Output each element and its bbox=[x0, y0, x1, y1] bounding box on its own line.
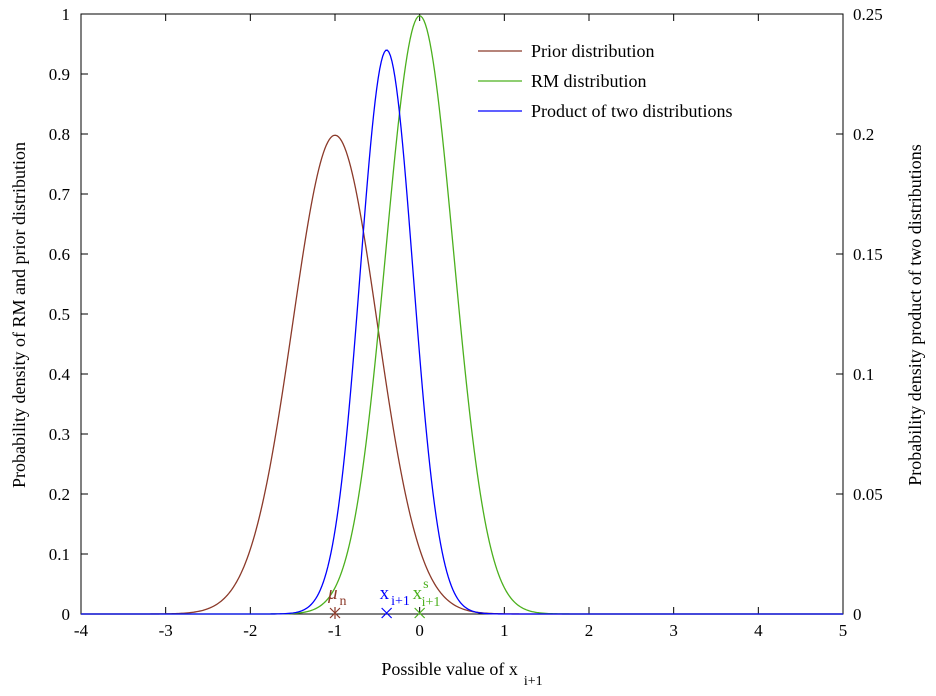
legend: Prior distribution RM distribution Product… bbox=[478, 41, 733, 121]
legend-label: Product of two distributions bbox=[531, 101, 733, 121]
x-tick-label: 1 bbox=[500, 621, 509, 640]
x-tick-label: 4 bbox=[754, 621, 763, 640]
series-layer bbox=[81, 15, 843, 615]
y-left-tick-label: 1 bbox=[62, 5, 71, 24]
y-axis-label-right: Probability density product of two distr… bbox=[905, 144, 925, 485]
x-tick-label: -3 bbox=[159, 621, 173, 640]
legend-label: RM distribution bbox=[531, 71, 647, 91]
x-axis-label: Possible value of x i+1 bbox=[381, 659, 542, 689]
x-tick-label: -2 bbox=[243, 621, 257, 640]
y-axis-label-left: Probability density of RM and prior dist… bbox=[9, 142, 29, 488]
legend-item-2: Product of two distributions bbox=[478, 101, 733, 121]
x-tick-label: 2 bbox=[585, 621, 594, 640]
series-line-0 bbox=[81, 134, 843, 615]
y-left-tick-label: 0.2 bbox=[49, 485, 70, 504]
y-right-tick-label: 0.2 bbox=[853, 125, 874, 144]
y-left-tick-label: 0 bbox=[62, 605, 71, 624]
markers-layer: μ n x i+1 xs i+1 bbox=[327, 577, 440, 619]
y-left-tick-label: 0.8 bbox=[49, 125, 70, 144]
x-tick-label: -1 bbox=[328, 621, 342, 640]
legend-item-1: RM distribution bbox=[478, 71, 647, 91]
y-left-tick-label: 0.3 bbox=[49, 425, 70, 444]
y-right-tick-label: 0.05 bbox=[853, 485, 883, 504]
y-left-tick-label: 0.1 bbox=[49, 545, 70, 564]
marker-label-1: x i+1 bbox=[380, 583, 410, 609]
y-left-tick-label: 0.6 bbox=[49, 245, 70, 264]
x-tick-label: 5 bbox=[839, 621, 848, 640]
y-left-tick-label: 0.5 bbox=[49, 305, 70, 324]
series-line-2 bbox=[81, 49, 843, 615]
legend-label: Prior distribution bbox=[531, 41, 655, 61]
marker-label-2: xs i+1 bbox=[413, 577, 441, 610]
y-right-tick-label: 0.1 bbox=[853, 365, 874, 384]
y-left-tick-label: 0.7 bbox=[49, 185, 71, 204]
x-axis-label-subscript: i+1 bbox=[524, 674, 543, 689]
x-tick-label: 3 bbox=[669, 621, 678, 640]
y-left-tick-label: 0.9 bbox=[49, 65, 70, 84]
y-right-tick-label: 0 bbox=[853, 605, 862, 624]
y-right-tick-label: 0.25 bbox=[853, 5, 883, 24]
ticks-layer: -4 -3 -2 -1 0 1 2 3 4 500.10.20.30.40.50.60.70.80… bbox=[49, 5, 883, 640]
marker-1: x i+1 bbox=[380, 583, 410, 619]
x-tick-label: 0 bbox=[415, 621, 424, 640]
marker-2: xs i+1 bbox=[413, 577, 441, 619]
legend-item-0: Prior distribution bbox=[478, 41, 655, 61]
x-tick-label: -4 bbox=[74, 621, 89, 640]
x-axis-label-text: Possible value of x bbox=[381, 659, 518, 679]
y-left-tick-label: 0.4 bbox=[49, 365, 71, 384]
y-right-tick-label: 0.15 bbox=[853, 245, 883, 264]
